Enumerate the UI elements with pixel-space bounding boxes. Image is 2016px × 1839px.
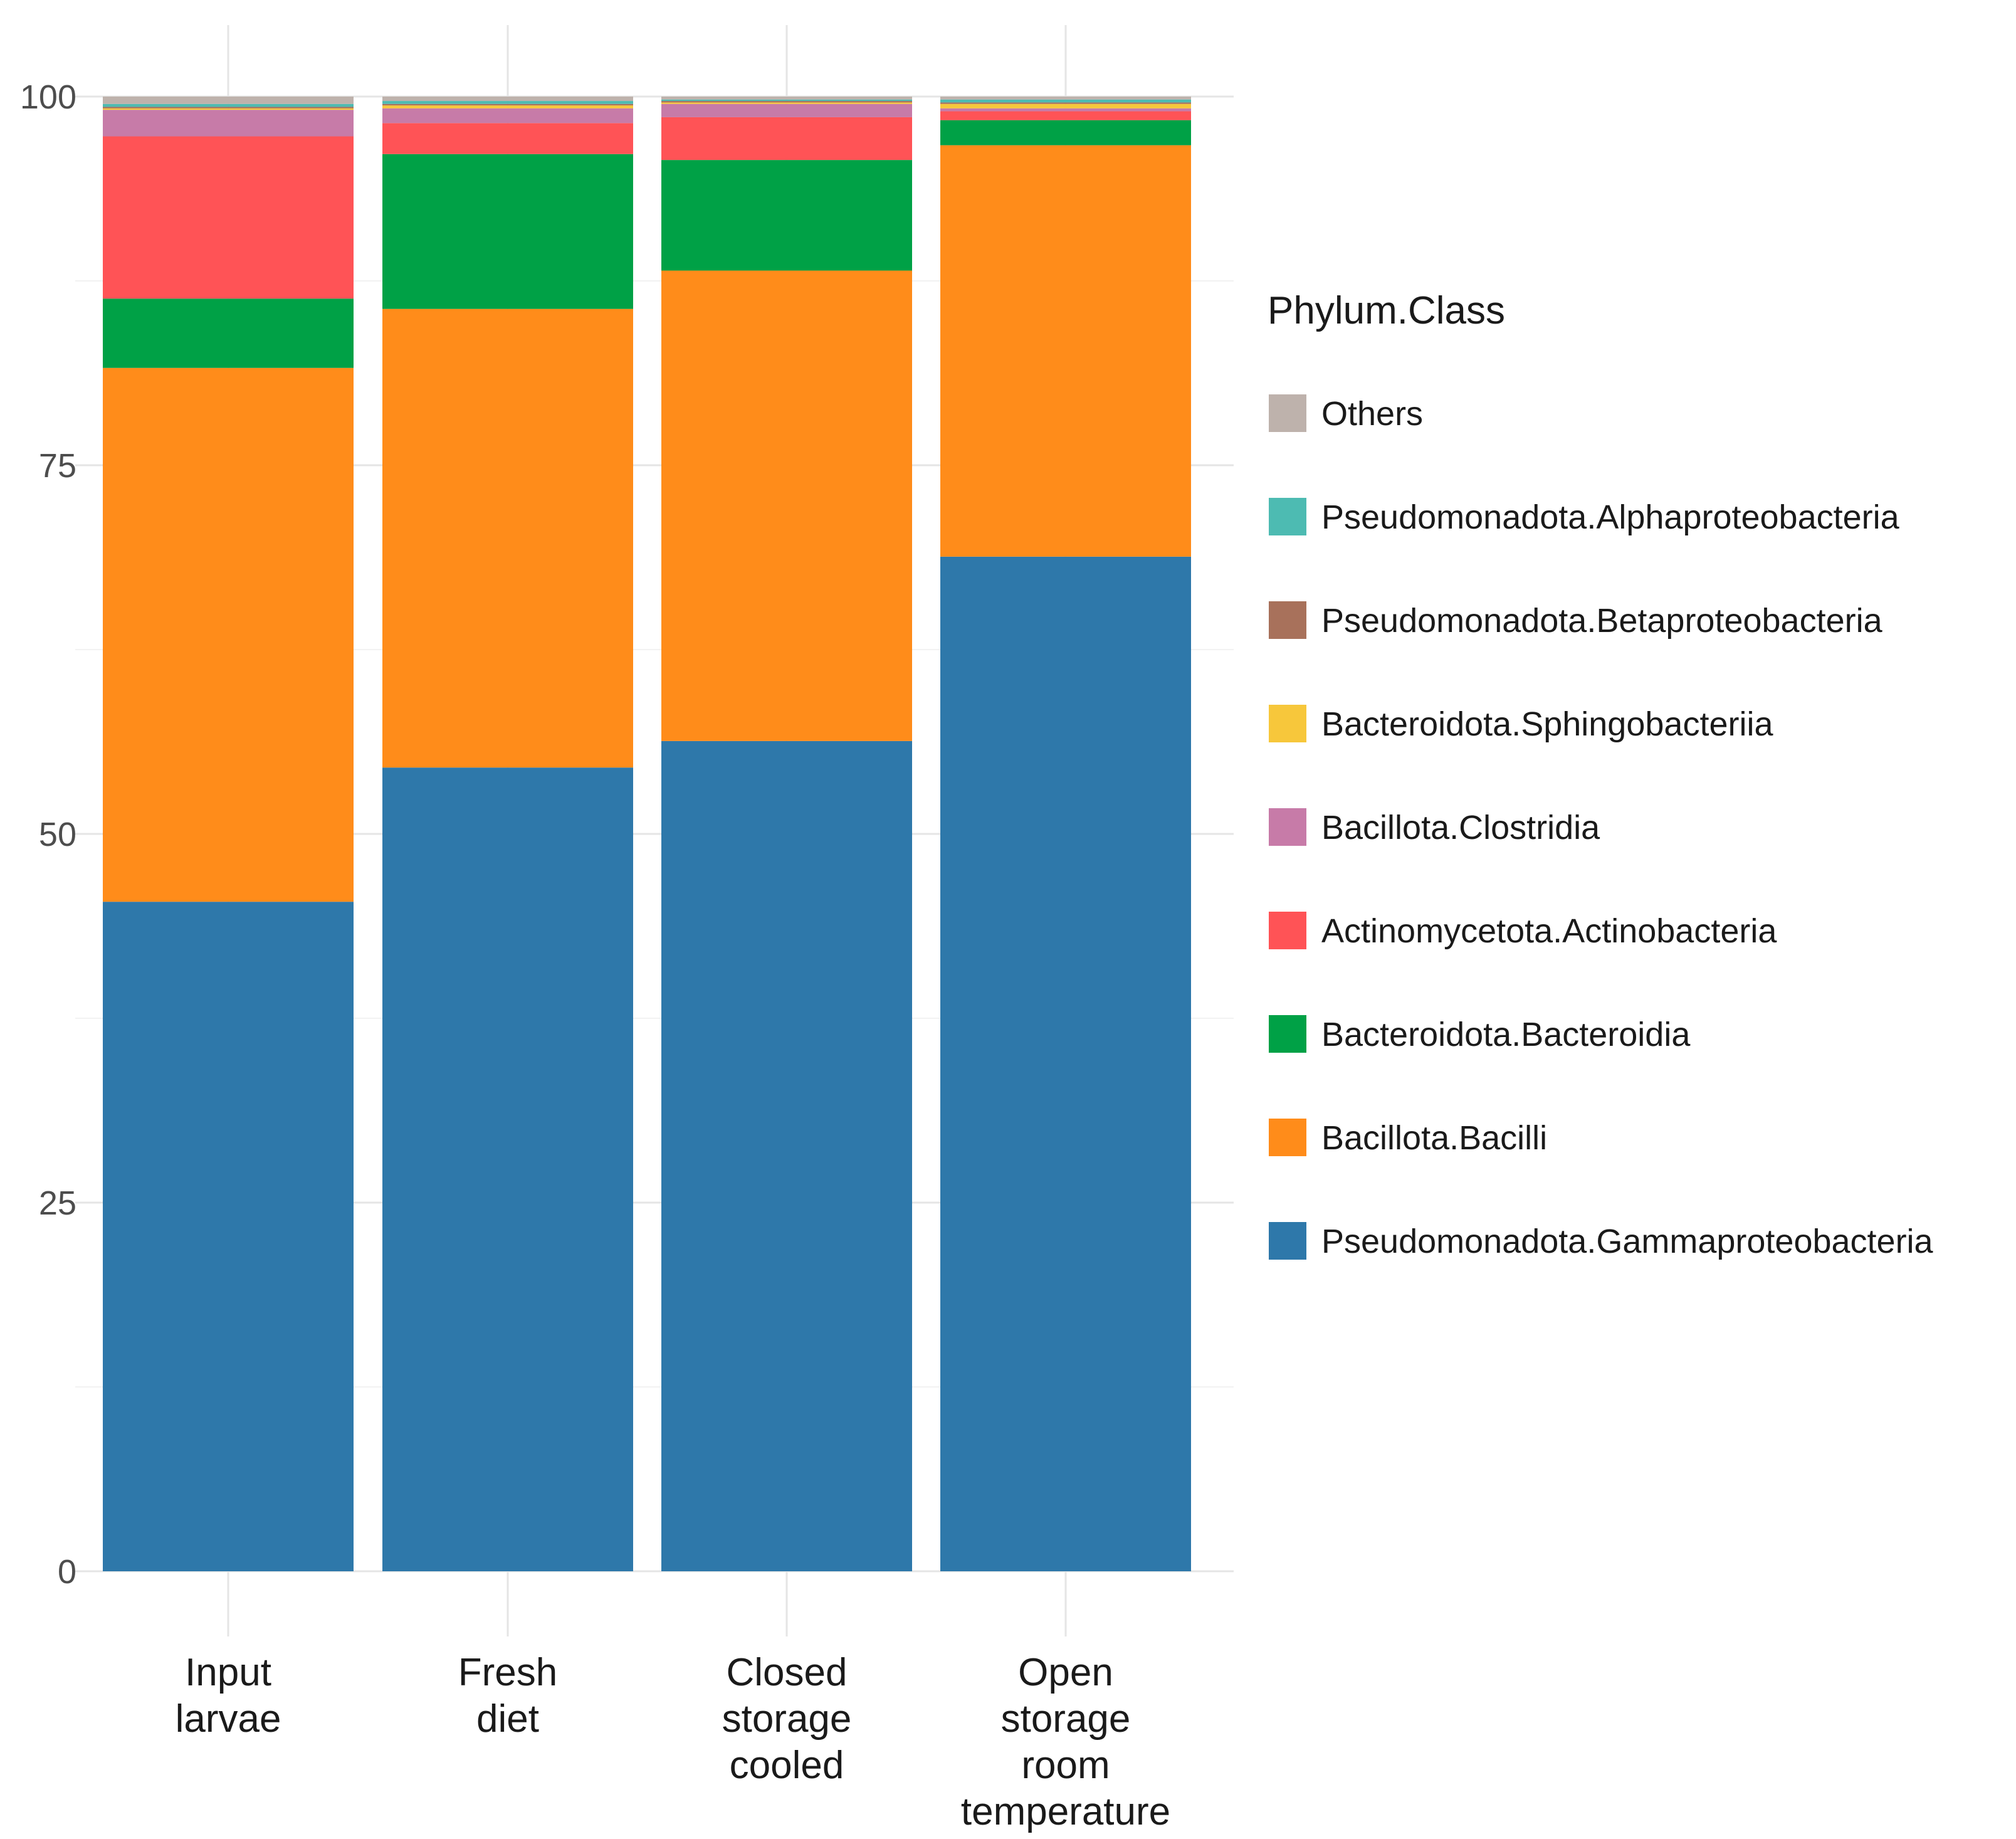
legend-label: Others — [1321, 395, 1423, 433]
legend-swatch — [1269, 912, 1306, 949]
bar-segment — [103, 902, 354, 1571]
bar-segment — [661, 117, 912, 161]
x-tick-label: Fresh diet — [458, 1651, 557, 1741]
y-tick-label: 100 — [20, 78, 76, 116]
x-tick-label: Closed storage cooled — [722, 1651, 852, 1787]
legend: Phylum.Class Others Pseudomonadota.Alphap… — [1268, 289, 1934, 1260]
bar-segment — [940, 103, 1191, 108]
bar-segment — [382, 97, 633, 102]
bar-segment — [661, 99, 912, 102]
legend-label: Actinomycetota.Actinobacteria — [1321, 912, 1777, 950]
bar-segment — [661, 103, 912, 117]
legend-label: Pseudomonadota.Gammaproteobacteria — [1321, 1223, 1934, 1260]
bar-segment — [103, 367, 354, 902]
bar-segment — [103, 103, 354, 107]
x-axis-ticks: Input larvae Fresh diet Closed storage cooled O… — [176, 1651, 1171, 1833]
bar-segment — [940, 99, 1191, 103]
bar-segment — [103, 108, 354, 110]
bar-segment — [382, 108, 633, 124]
legend-swatch — [1269, 394, 1306, 432]
bar-segment — [382, 123, 633, 154]
bar-segment — [382, 154, 633, 309]
bar-segment — [382, 101, 633, 104]
x-tick-label: Input larvae — [176, 1651, 281, 1741]
y-axis-ticks: 0 25 50 75 100 — [20, 78, 76, 1591]
legend-swatch — [1269, 1119, 1306, 1156]
legend-swatch — [1269, 705, 1306, 742]
bars — [103, 97, 1191, 1571]
legend-swatch — [1269, 601, 1306, 639]
bar-segment — [661, 740, 912, 1571]
legend-swatch — [1269, 498, 1306, 535]
bar-segment — [940, 556, 1191, 1571]
legend-swatch — [1269, 1015, 1306, 1053]
y-tick-label: 50 — [39, 816, 76, 853]
legend-swatch — [1269, 808, 1306, 846]
y-tick-label: 25 — [39, 1184, 76, 1222]
bar-segment — [382, 105, 633, 108]
bar-segment — [103, 298, 354, 368]
bar-segment — [103, 97, 354, 104]
y-tick-label: 0 — [58, 1553, 76, 1591]
bar-segment — [661, 160, 912, 271]
legend-label: Bacillota.Clostridia — [1321, 809, 1600, 846]
bar-segment — [382, 103, 633, 106]
legend-label: Bacteroidota.Sphingobacteriia — [1321, 705, 1773, 743]
bar-segment — [940, 111, 1191, 120]
legend-label: Pseudomonadota.Alphaproteobacteria — [1321, 498, 1900, 536]
legend-label: Bacteroidota.Bacteroidia — [1321, 1016, 1691, 1053]
bar-segment — [940, 102, 1191, 104]
bar-segment — [661, 97, 912, 100]
legend-label: Bacillota.Bacilli — [1321, 1119, 1547, 1157]
bar-segment — [661, 102, 912, 104]
bar-segment — [661, 101, 912, 103]
bar-segment — [382, 767, 633, 1571]
bar-segment — [940, 97, 1191, 100]
bar-segment — [103, 136, 354, 299]
bar-segment — [940, 145, 1191, 557]
bar-segment — [661, 270, 912, 741]
bar-segment — [103, 107, 354, 108]
bar-segment — [940, 120, 1191, 145]
legend-title: Phylum.Class — [1268, 289, 1505, 332]
legend-label: Pseudomonadota.Betaproteobacteria — [1321, 602, 1883, 640]
bar-segment — [940, 108, 1191, 112]
bar-segment — [382, 308, 633, 768]
bar-segment — [103, 110, 354, 137]
x-tick-label: Open storage room temperature — [961, 1651, 1170, 1833]
y-tick-label: 75 — [39, 447, 76, 485]
legend-swatch — [1269, 1222, 1306, 1260]
